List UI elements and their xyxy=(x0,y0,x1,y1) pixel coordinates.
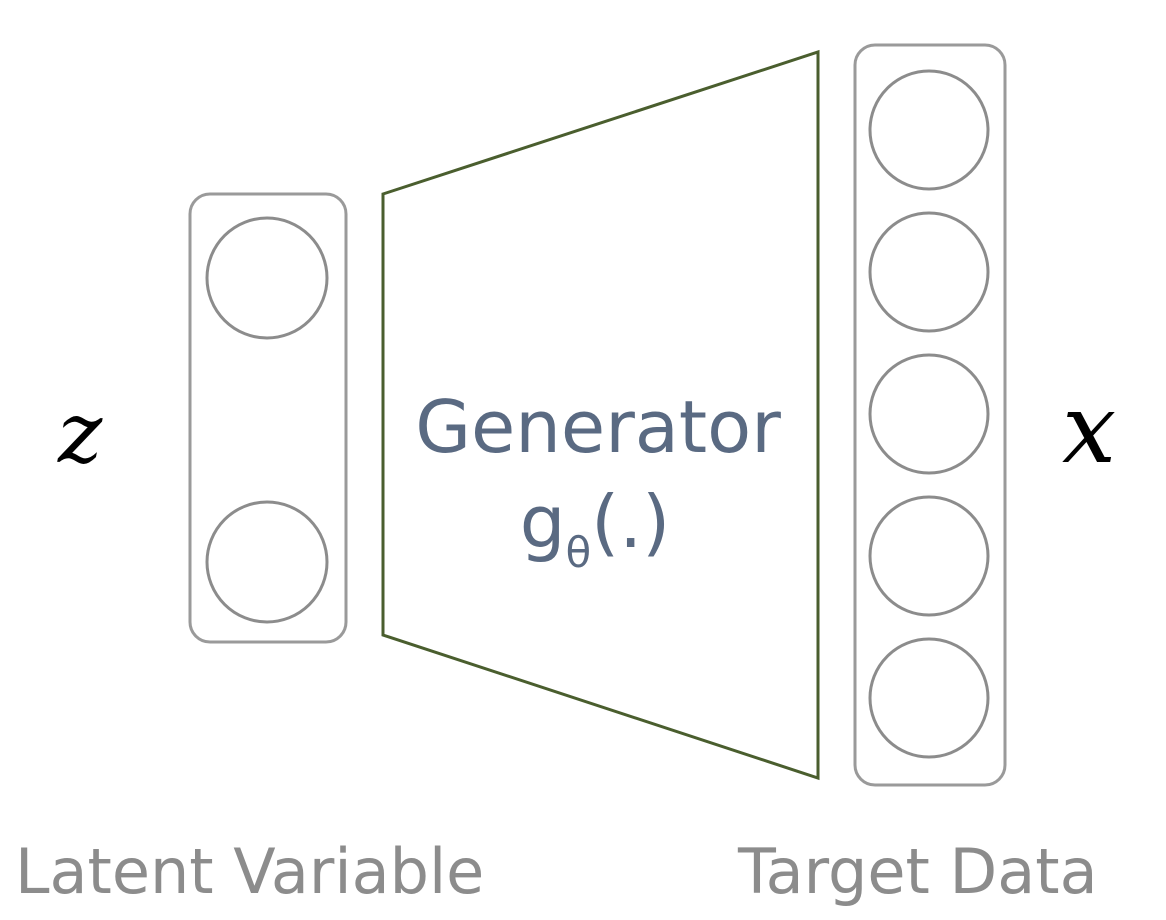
target-node xyxy=(870,71,988,189)
generator-function: gθ(.) xyxy=(520,480,670,577)
function-subscript: θ xyxy=(565,528,591,577)
latent-node xyxy=(207,218,327,338)
function-args: (.) xyxy=(591,480,670,564)
latent-symbol: z xyxy=(57,384,103,482)
target-node xyxy=(870,355,988,473)
function-base: g xyxy=(520,480,566,564)
target-node xyxy=(870,639,988,757)
latent-container xyxy=(190,194,346,642)
target-node xyxy=(870,497,988,615)
target-node xyxy=(870,213,988,331)
generator-title: Generator xyxy=(415,385,781,469)
latent-caption: Latent Variable xyxy=(15,835,484,908)
target-caption: Target Data xyxy=(737,835,1098,908)
target-symbol: x xyxy=(1062,373,1116,485)
latent-node xyxy=(207,502,327,622)
